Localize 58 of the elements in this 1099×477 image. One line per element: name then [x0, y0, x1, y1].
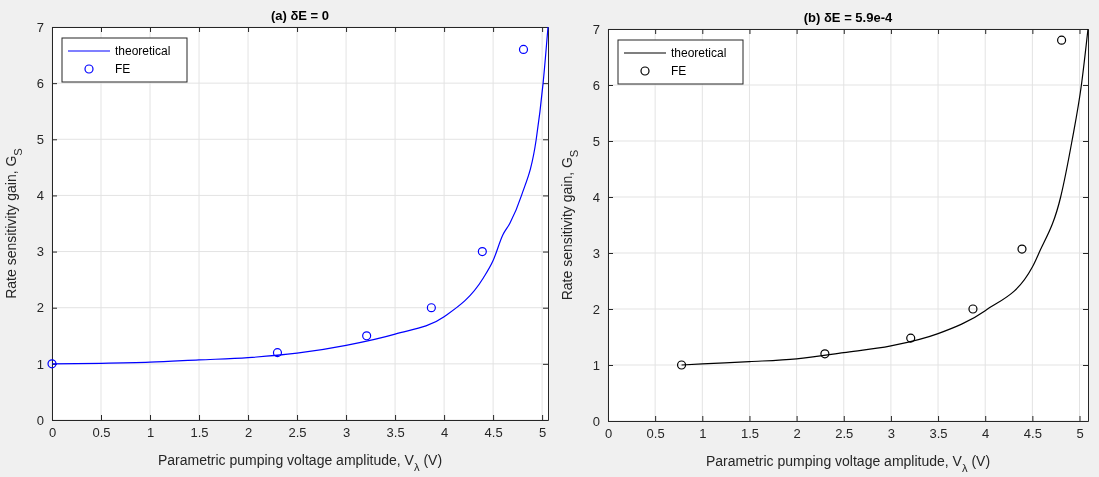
x-tick-label: 2.5: [835, 426, 854, 442]
legend-label: theoretical: [671, 46, 727, 60]
x-tick-label: 0.5: [92, 425, 111, 441]
x-tick-label: 1.5: [740, 426, 759, 442]
x-tick-label: 1: [146, 425, 155, 441]
x-tick-label: 4.5: [1023, 426, 1042, 442]
x-tick-label: 2.5: [288, 425, 307, 441]
x-tick-label: 5: [539, 425, 547, 441]
legend-label: theoretical: [115, 44, 171, 58]
y-tick-label: 7: [592, 21, 600, 37]
y-tick-label: 1: [592, 357, 600, 373]
point: [362, 331, 372, 341]
y-tick-label: 6: [592, 77, 600, 93]
chart-title: (a) δE = 0: [270, 8, 330, 23]
x-axis-title: Parametric pumping voltage amplitude, V$_{λ}$ (V): [705, 453, 991, 474]
x-tick-label: 4: [982, 426, 990, 442]
y-tick-label: 2: [592, 301, 600, 317]
x-tick-label: 0: [48, 425, 57, 441]
x-tick-label: 3: [887, 426, 896, 442]
y-tick-label: 2: [36, 300, 44, 316]
y-tick-label: 6: [36, 75, 44, 91]
point: [968, 304, 978, 314]
point: [906, 333, 916, 343]
x-tick-label: 0: [604, 426, 613, 442]
legend-label: FE: [115, 62, 131, 76]
y-tick-label: 3: [592, 245, 600, 261]
x-tick-label: 1.5: [190, 425, 209, 441]
legend-label: FE: [671, 64, 687, 78]
point: [47, 359, 57, 369]
x-axis-title: Parametric pumping voltage amplitude, V$_{λ}$ (V): [157, 452, 443, 473]
y-tick-label: 5: [36, 131, 44, 147]
y-tick-label: 3: [36, 244, 44, 260]
x-tick-label: 5: [1076, 426, 1084, 442]
x-tick-label: 2: [244, 425, 253, 441]
point: [272, 348, 283, 358]
x-tick-label: 3: [342, 425, 351, 441]
x-tick-label: 0.5: [646, 426, 665, 442]
y-tick-label: 7: [36, 19, 44, 35]
x-tick-label: 3.5: [386, 425, 405, 441]
x-tick-label: 1: [699, 426, 707, 442]
point: [1017, 244, 1027, 254]
x-tick-label: 3.5: [929, 426, 948, 442]
point: [820, 349, 830, 359]
y-tick-label: 4: [36, 188, 44, 204]
y-tick-label: 5: [592, 133, 600, 149]
y-tick-label: 4: [592, 189, 600, 205]
point: [426, 303, 436, 313]
y-tick-label: 1: [36, 356, 44, 372]
point: [676, 360, 687, 370]
point: [518, 44, 529, 55]
y-tick-label: 0: [592, 413, 600, 429]
point: [1057, 35, 1067, 45]
y-tick-label: 0: [36, 412, 44, 428]
x-tick-label: 4.5: [484, 425, 503, 441]
x-tick-label: 4: [440, 425, 449, 441]
point: [477, 246, 487, 257]
x-tick-label: 2: [793, 426, 801, 442]
chart-title: (b) δE = 5.9e-4: [803, 10, 893, 25]
